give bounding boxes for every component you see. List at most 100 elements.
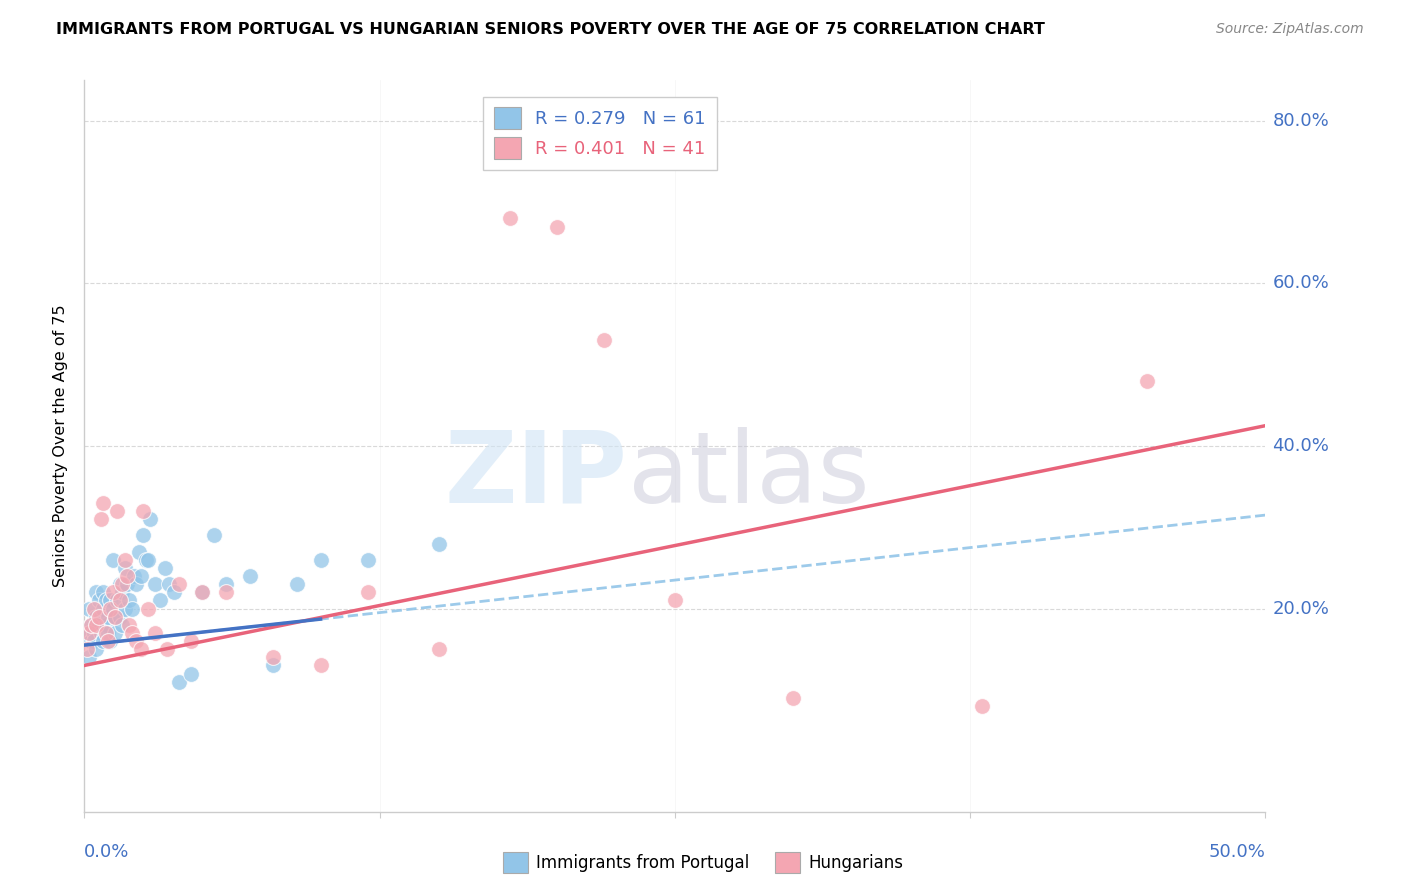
Text: 0.0%: 0.0% bbox=[84, 843, 129, 861]
Point bbox=[129, 569, 152, 583]
Point bbox=[1136, 374, 1159, 388]
Point bbox=[167, 577, 190, 591]
Point bbox=[101, 553, 124, 567]
Point bbox=[87, 617, 110, 632]
Point bbox=[98, 593, 121, 607]
Text: Source: ZipAtlas.com: Source: ZipAtlas.com bbox=[1216, 22, 1364, 37]
Point bbox=[94, 626, 117, 640]
Point bbox=[80, 634, 103, 648]
Point bbox=[180, 666, 202, 681]
Point bbox=[76, 642, 98, 657]
Point bbox=[191, 585, 214, 599]
Point bbox=[664, 593, 686, 607]
Point bbox=[98, 634, 121, 648]
Legend: R = 0.279   N = 61, R = 0.401   N = 41: R = 0.279 N = 61, R = 0.401 N = 41 bbox=[484, 96, 717, 169]
Point bbox=[262, 650, 284, 665]
Legend: Immigrants from Portugal, Hungarians: Immigrants from Portugal, Hungarians bbox=[496, 846, 910, 880]
Text: ZIP: ZIP bbox=[444, 426, 627, 524]
Text: 60.0%: 60.0% bbox=[1272, 275, 1329, 293]
Point bbox=[136, 553, 159, 567]
Point bbox=[83, 601, 105, 615]
Point bbox=[104, 609, 127, 624]
Point bbox=[104, 626, 127, 640]
Text: 50.0%: 50.0% bbox=[1209, 843, 1265, 861]
Point bbox=[357, 585, 380, 599]
Point bbox=[285, 577, 308, 591]
Point bbox=[97, 609, 120, 624]
Text: IMMIGRANTS FROM PORTUGAL VS HUNGARIAN SENIORS POVERTY OVER THE AGE OF 75 CORRELA: IMMIGRANTS FROM PORTUGAL VS HUNGARIAN SE… bbox=[56, 22, 1045, 37]
Point bbox=[215, 585, 238, 599]
Point bbox=[111, 617, 134, 632]
Point bbox=[498, 211, 520, 226]
Point bbox=[239, 569, 262, 583]
Point bbox=[156, 642, 179, 657]
Point bbox=[90, 626, 112, 640]
Point bbox=[125, 577, 148, 591]
Point bbox=[180, 634, 202, 648]
Point bbox=[90, 512, 112, 526]
Point bbox=[546, 219, 568, 234]
Point bbox=[121, 601, 143, 615]
Point bbox=[104, 609, 127, 624]
Point bbox=[77, 601, 100, 615]
Point bbox=[98, 601, 121, 615]
Point bbox=[121, 626, 143, 640]
Point bbox=[84, 609, 107, 624]
Point bbox=[782, 690, 804, 705]
Point bbox=[427, 536, 450, 550]
Point bbox=[153, 561, 176, 575]
Point bbox=[136, 601, 159, 615]
Point bbox=[84, 585, 107, 599]
Point bbox=[125, 634, 148, 648]
Point bbox=[87, 609, 110, 624]
Point bbox=[91, 496, 114, 510]
Text: atlas: atlas bbox=[627, 426, 869, 524]
Point bbox=[309, 553, 332, 567]
Point bbox=[139, 512, 162, 526]
Point bbox=[77, 650, 100, 665]
Point bbox=[77, 626, 100, 640]
Point bbox=[94, 593, 117, 607]
Point bbox=[83, 634, 105, 648]
Point bbox=[215, 577, 238, 591]
Point bbox=[115, 569, 138, 583]
Point bbox=[118, 617, 141, 632]
Point bbox=[593, 334, 616, 348]
Point bbox=[309, 658, 332, 673]
Point bbox=[202, 528, 225, 542]
Point bbox=[132, 528, 155, 542]
Point bbox=[111, 585, 134, 599]
Y-axis label: Seniors Poverty Over the Age of 75: Seniors Poverty Over the Age of 75 bbox=[53, 305, 69, 587]
Point bbox=[87, 593, 110, 607]
Point bbox=[101, 585, 124, 599]
Point bbox=[91, 585, 114, 599]
Point bbox=[91, 601, 114, 615]
Point bbox=[111, 577, 134, 591]
Point bbox=[83, 626, 105, 640]
Point bbox=[91, 634, 114, 648]
Point bbox=[80, 617, 103, 632]
Point bbox=[107, 593, 129, 607]
Point bbox=[118, 593, 141, 607]
Point bbox=[80, 617, 103, 632]
Point bbox=[149, 593, 172, 607]
Point bbox=[76, 626, 98, 640]
Point bbox=[122, 569, 145, 583]
Point bbox=[84, 642, 107, 657]
Point bbox=[90, 609, 112, 624]
Point bbox=[167, 674, 190, 689]
Point bbox=[357, 553, 380, 567]
Point bbox=[114, 561, 136, 575]
Point bbox=[129, 642, 152, 657]
Point bbox=[163, 585, 186, 599]
Point bbox=[107, 504, 129, 518]
Point bbox=[97, 634, 120, 648]
Point bbox=[115, 577, 138, 591]
Point bbox=[191, 585, 214, 599]
Point bbox=[114, 601, 136, 615]
Point bbox=[108, 577, 131, 591]
Point bbox=[427, 642, 450, 657]
Text: 20.0%: 20.0% bbox=[1272, 599, 1329, 617]
Point bbox=[143, 626, 166, 640]
Point bbox=[128, 544, 150, 558]
